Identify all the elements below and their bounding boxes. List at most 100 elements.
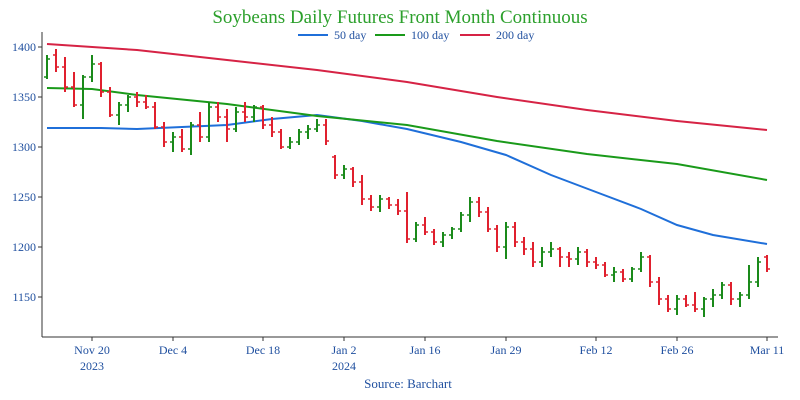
y-tick-label: 1300	[12, 140, 36, 154]
price-bar	[476, 197, 482, 217]
moving-average-line-50-day	[47, 113, 768, 245]
y-tick-label: 1350	[12, 90, 36, 104]
price-bar	[494, 225, 500, 252]
price-bar	[215, 102, 221, 122]
price-bar	[125, 95, 131, 112]
price-bar	[557, 247, 563, 267]
price-bar	[611, 267, 617, 282]
price-bar	[395, 199, 401, 215]
y-axis-ticks: 1150 1200 1250 1300 1350 1400	[12, 40, 42, 304]
price-bar	[224, 109, 230, 142]
price-bar	[665, 295, 671, 312]
price-bar	[98, 62, 104, 97]
price-bar	[89, 55, 95, 82]
price-bar	[251, 105, 257, 122]
legend-label-100-day: 100 day	[411, 28, 449, 42]
price-bar	[719, 282, 725, 299]
price-bar	[575, 247, 581, 265]
price-bar	[350, 167, 356, 187]
price-bar	[377, 195, 383, 212]
price-bar	[386, 197, 392, 209]
x-tick-label: Jan 29	[491, 343, 522, 357]
price-bar	[80, 75, 86, 119]
x-tick-label: Nov 20	[74, 343, 110, 357]
x-axis-ticks: Nov 20 2023 Dec 4 Dec 18 Jan 2 2024 Jan 16 Jan …	[74, 337, 784, 373]
legend: 50 day 100 day 200 day	[298, 28, 534, 42]
price-bars	[44, 49, 770, 317]
price-bar	[467, 197, 473, 222]
price-bar	[188, 122, 194, 155]
price-bar	[512, 222, 518, 247]
price-bar	[656, 277, 662, 305]
price-bar	[737, 292, 743, 307]
price-bar	[674, 295, 680, 315]
price-bar	[305, 125, 311, 139]
price-bar	[296, 129, 302, 145]
price-bar	[53, 49, 59, 72]
y-tick-label: 1250	[12, 190, 36, 204]
price-bar	[332, 155, 338, 179]
price-bar	[458, 212, 464, 232]
price-bar	[683, 295, 689, 307]
price-bar	[143, 95, 149, 109]
price-bar	[638, 252, 644, 272]
y-tick-label: 1200	[12, 240, 36, 254]
x-tick-label: Dec 18	[246, 343, 280, 357]
chart-title: Soybeans Daily Futures Front Month Conti…	[212, 7, 587, 28]
price-bar	[692, 292, 698, 312]
price-bar	[62, 57, 68, 92]
x-tick-year-label: 2024	[332, 359, 356, 373]
source-label: Source: Barchart	[364, 376, 452, 391]
price-bar	[197, 112, 203, 142]
x-tick-label: Feb 12	[580, 343, 613, 357]
x-tick-year-label: 2023	[80, 359, 104, 373]
price-bar	[260, 105, 266, 129]
price-bar	[710, 289, 716, 307]
price-bar	[44, 55, 50, 79]
price-bar	[278, 129, 284, 149]
price-bar	[242, 102, 248, 122]
price-bar	[755, 257, 761, 287]
legend-label-200-day: 200 day	[496, 28, 534, 42]
price-bar	[341, 165, 347, 179]
price-bar	[152, 102, 158, 129]
price-bar	[440, 232, 446, 247]
price-bar	[107, 87, 113, 117]
price-bar	[233, 107, 239, 132]
price-bar	[548, 242, 554, 257]
price-bar	[701, 297, 707, 317]
price-bar	[314, 119, 320, 132]
x-tick-label: Feb 26	[661, 343, 694, 357]
price-bar	[530, 242, 536, 267]
price-bar	[422, 217, 428, 235]
price-bar	[134, 92, 140, 107]
moving-average-line-200-day	[46, 43, 768, 131]
price-bar	[287, 137, 293, 149]
price-bar	[161, 122, 167, 147]
price-bar	[413, 222, 419, 242]
y-tick-label: 1150	[12, 290, 36, 304]
price-bar	[368, 195, 374, 211]
moving-average-line-100-day	[46, 87, 768, 181]
price-bar	[323, 119, 329, 145]
price-bar	[566, 252, 572, 267]
x-tick-label: Dec 4	[159, 343, 187, 357]
price-bar	[602, 262, 608, 277]
x-tick-label: Jan 16	[410, 343, 441, 357]
legend-label-50-day: 50 day	[334, 28, 366, 42]
price-bar	[116, 102, 122, 125]
price-bar	[629, 267, 635, 282]
price-bar	[431, 229, 437, 245]
price-bar	[764, 255, 770, 272]
price-bar	[539, 247, 545, 267]
price-bar	[170, 132, 176, 152]
price-bar	[728, 282, 734, 305]
price-bar	[620, 269, 626, 282]
price-bar	[71, 72, 77, 107]
moving-averages	[46, 43, 768, 245]
y-tick-label: 1400	[12, 40, 36, 54]
price-bar	[584, 249, 590, 267]
price-bar	[746, 265, 752, 299]
price-bar	[485, 207, 491, 232]
price-bar	[593, 257, 599, 269]
